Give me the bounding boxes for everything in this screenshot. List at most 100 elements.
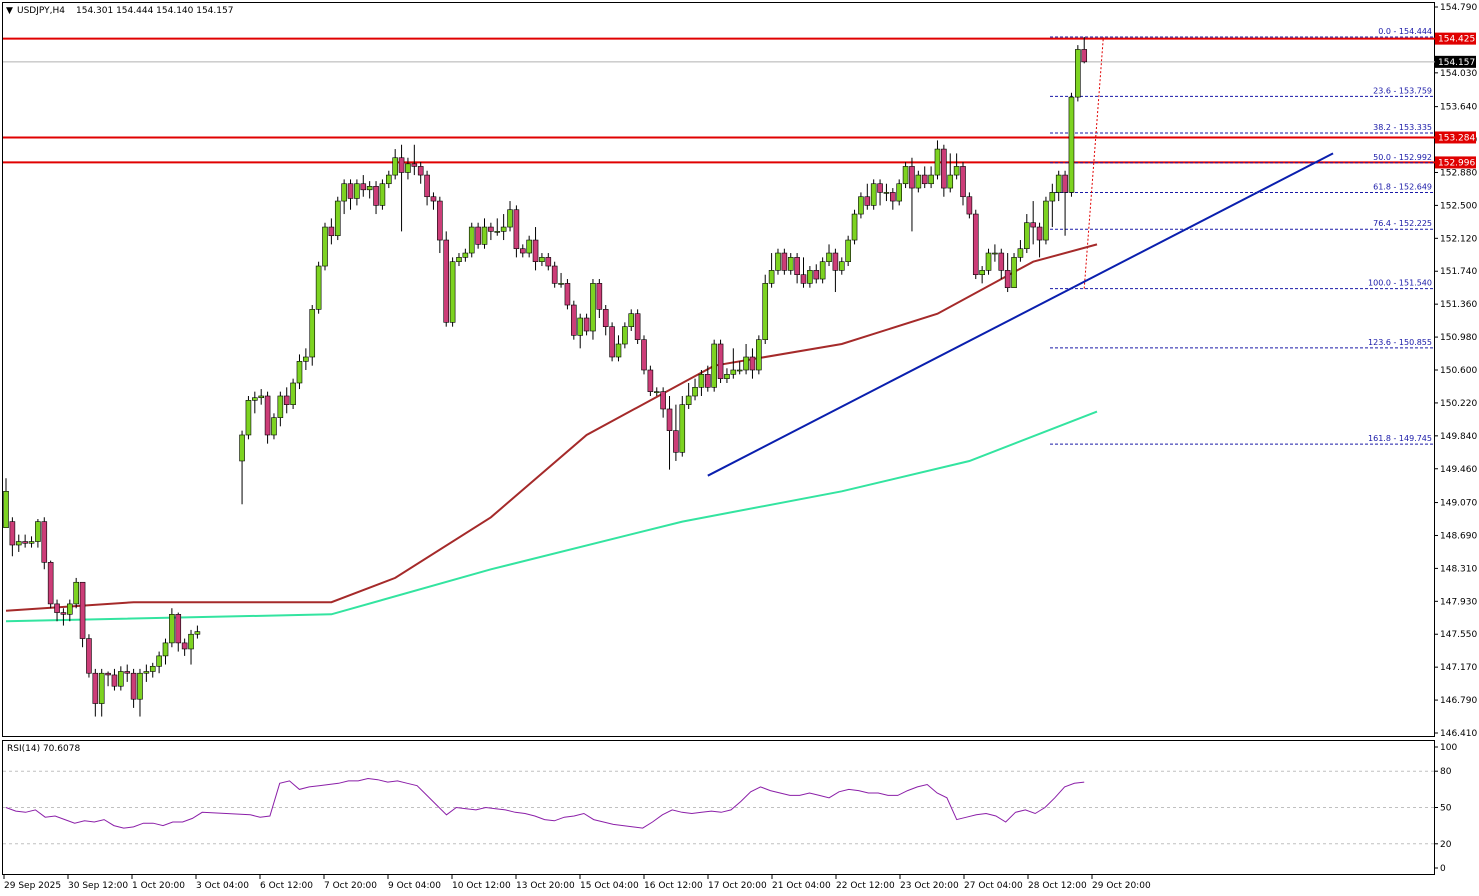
time-tick-label: 23 Oct 20:00: [900, 881, 959, 891]
price-tick-label: 148.310: [1440, 564, 1477, 574]
bearish-candle: [564, 283, 571, 306]
bullish-candle: [622, 326, 628, 345]
bearish-candle: [583, 317, 590, 332]
bullish-candle: [1024, 222, 1030, 250]
current-price-tag-label: 154.157: [1438, 58, 1475, 68]
bearish-candle: [551, 265, 558, 284]
price-tick-label: 151.740: [1440, 267, 1477, 277]
bearish-candle: [513, 209, 520, 250]
bullish-candle: [819, 261, 826, 280]
bullish-candle: [1075, 49, 1081, 98]
bearish-candle: [181, 642, 188, 650]
bullish-candle: [1055, 174, 1062, 193]
bullish-candle: [685, 395, 692, 405]
bullish-candle: [947, 174, 954, 189]
bullish-candle: [494, 231, 501, 233]
bullish-candle: [845, 239, 851, 263]
bearish-candle: [417, 166, 424, 176]
price-tick-label: 153.640: [1440, 103, 1477, 113]
bearish-candle: [921, 174, 928, 185]
sma-100-line: [5, 243, 1098, 612]
bullish-candle: [162, 642, 169, 657]
bullish-candle: [539, 257, 545, 263]
bearish-candle: [105, 672, 111, 676]
bearish-candle: [360, 183, 367, 191]
bullish-candle: [35, 521, 41, 542]
bearish-candle: [47, 562, 54, 605]
price-tick-label: 147.550: [1440, 630, 1477, 640]
bearish-candle: [890, 192, 896, 202]
bullish-candle: [98, 672, 105, 704]
bullish-candle: [838, 261, 845, 271]
bearish-candle: [1062, 174, 1068, 193]
bearish-candle: [1036, 226, 1043, 241]
price-tick-label: 154.790: [1440, 3, 1477, 13]
bullish-candle: [296, 361, 303, 384]
bullish-candle: [149, 665, 156, 672]
bearish-candle: [966, 196, 973, 215]
bearish-candle: [571, 304, 577, 336]
bearish-candle: [373, 186, 379, 206]
bearish-candle: [602, 309, 609, 327]
bearish-candle: [111, 674, 118, 687]
bullish-candle: [137, 672, 143, 700]
bullish-candle: [615, 343, 622, 358]
price-tick-label: 148.690: [1440, 531, 1477, 541]
rsi-tick-label: 0: [1440, 864, 1446, 874]
bullish-candle: [590, 283, 596, 332]
fib-level-label: 123.6 - 150.855: [1368, 338, 1432, 347]
bearish-candle: [328, 226, 335, 237]
time-tick-label: 16 Oct 12:00: [644, 881, 703, 891]
level-price-tag-label: 152.996: [1438, 158, 1475, 168]
bullish-candle: [928, 174, 934, 185]
level-price-tag: [1435, 32, 1476, 45]
bullish-candle: [392, 157, 398, 176]
time-tick-label: 28 Oct 12:00: [1028, 881, 1087, 891]
bullish-candle: [736, 369, 743, 372]
price-tick-label: 149.840: [1440, 432, 1477, 442]
price-tags-layer: 154.425 153.284 152.996 154.157: [1435, 32, 1476, 169]
time-axis: 29 Sep 2025 30 Sep 12:00 1 Oct 20:00 3 Oct …: [3, 875, 1151, 891]
price-tick-label: 146.790: [1440, 696, 1477, 706]
rsi-layer: [3, 770, 1435, 845]
bullish-candle: [239, 434, 245, 462]
bearish-candle: [264, 395, 271, 436]
bullish-candle: [826, 252, 832, 263]
ohlc-readout: 154.301 154.444 154.140 154.157: [76, 6, 233, 16]
bearish-candle: [86, 638, 92, 674]
bullish-candle: [985, 252, 992, 271]
levels-layer: [3, 37, 1435, 164]
bullish-candle: [462, 252, 469, 258]
bullish-candle: [73, 581, 79, 605]
current-price-tag: [1435, 55, 1476, 68]
bearish-candle: [704, 374, 711, 388]
bullish-candle: [558, 283, 564, 285]
price-tick-label: 154.030: [1440, 69, 1477, 79]
symbol-label: USDJPY,H4: [17, 6, 65, 16]
fib-level-label: 100.0 - 151.540: [1368, 279, 1432, 288]
bullish-candle: [979, 270, 985, 276]
bearish-candle: [430, 196, 437, 202]
price-tick-label: 147.170: [1440, 663, 1477, 673]
rsi-axis: 100 80 50 20 0: [1435, 743, 1457, 874]
bearish-candle: [972, 213, 979, 276]
bullish-candle: [953, 166, 960, 176]
moving-averages-layer: [5, 243, 1098, 623]
bullish-candle: [271, 417, 277, 436]
bullish-candle: [334, 200, 341, 237]
time-tick-label: 10 Oct 12:00: [452, 881, 511, 891]
bullish-candle: [67, 603, 73, 615]
bullish-candle: [756, 339, 762, 371]
bullish-candle: [692, 387, 698, 397]
bearish-candle: [877, 183, 883, 193]
fib-level-label: 0.0 - 154.444: [1378, 27, 1432, 36]
bullish-candle: [934, 148, 941, 176]
bullish-candle: [354, 183, 360, 199]
bullish-candle: [858, 196, 864, 215]
time-tick-label: 29 Sep 2025: [4, 881, 61, 891]
bullish-candle: [315, 265, 322, 310]
bearish-candle: [749, 356, 756, 371]
bullish-candle: [653, 391, 660, 393]
bearish-candle: [909, 166, 915, 189]
